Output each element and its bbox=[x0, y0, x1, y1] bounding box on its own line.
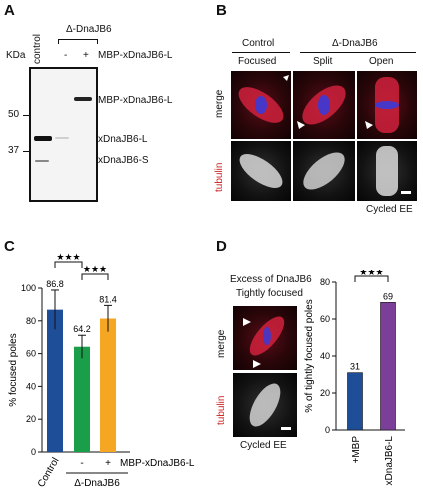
panel-d-letter: D bbox=[216, 238, 227, 255]
header-dnajb6: Δ-DnaJB6 bbox=[332, 38, 378, 49]
panel-a-letter: A bbox=[4, 2, 15, 19]
bar-0 bbox=[47, 309, 63, 452]
chart-tightly-focused: 0 20 40 60 80 % of tightly focused poles 31 +MB… bbox=[304, 270, 405, 486]
header-control: Control bbox=[242, 38, 275, 49]
significance-bracket-1 bbox=[54, 261, 83, 268]
col-label-split: Split bbox=[313, 56, 333, 67]
pole-arrowhead-icon bbox=[297, 121, 305, 129]
micrograph-tubulin-open bbox=[356, 140, 418, 202]
row-label-merge: merge bbox=[214, 89, 225, 118]
mbp-row-label: MBP-xDnaJB6-L bbox=[98, 50, 173, 61]
data-label-0: 31 bbox=[350, 362, 360, 372]
panel-d-footer: Cycled EE bbox=[240, 440, 287, 451]
micrograph-d-tubulin bbox=[232, 372, 298, 438]
row-label-tubulin: tubulin bbox=[214, 162, 225, 192]
band-xdnajb6-s bbox=[35, 160, 49, 162]
band-label-xdnajb6-s: xDnaJB6-S bbox=[98, 155, 149, 166]
lane-label-plus: + bbox=[83, 50, 89, 61]
panel-d-title-2: Tightly focused bbox=[236, 288, 303, 299]
band-xdnajb6-l bbox=[34, 136, 52, 141]
bar-0 bbox=[347, 372, 363, 431]
spindle-tubulin-open bbox=[376, 146, 411, 196]
band-xdnajb6-l-faint bbox=[55, 137, 69, 139]
y-tick-label: 20 bbox=[26, 414, 36, 424]
lane-label-minus: - bbox=[64, 50, 68, 61]
band-label-mbp: MBP-xDnaJB6-L bbox=[98, 95, 173, 106]
kda-label: KDa bbox=[6, 50, 26, 61]
western-blot bbox=[29, 67, 98, 202]
y-tick-label: 80 bbox=[26, 316, 36, 326]
y-tick-label: 60 bbox=[26, 349, 36, 359]
micrograph-tubulin-focused bbox=[230, 140, 292, 202]
data-label-0: 86.8 bbox=[46, 279, 64, 289]
x-label-control: Control bbox=[36, 456, 62, 489]
x-label-plus: + bbox=[105, 458, 111, 469]
panel-c-letter: C bbox=[4, 238, 15, 255]
data-label-2: 81.4 bbox=[99, 294, 117, 304]
band-label-xdnajb6-l: xDnaJB6-L bbox=[98, 134, 148, 145]
lane-label-control: control bbox=[32, 33, 43, 64]
pole-arrowhead-icon bbox=[365, 121, 373, 129]
y-axis-title: % focused poles bbox=[8, 333, 19, 406]
y-tick-label: 20 bbox=[320, 388, 330, 398]
significance-bracket bbox=[354, 275, 389, 282]
spindle-merge-focused bbox=[238, 75, 289, 123]
micrograph-merge-split bbox=[292, 70, 356, 140]
y-tick-label: 0 bbox=[31, 447, 36, 457]
panel-b-letter: B bbox=[216, 2, 227, 19]
scale-bar bbox=[281, 427, 291, 430]
group-label-dnajb6: Δ-DnaJB6 bbox=[66, 24, 112, 35]
bar-1 bbox=[380, 302, 396, 431]
data-label-1: 69 bbox=[383, 291, 393, 301]
header-control-underline bbox=[232, 52, 290, 53]
x-label-minus: - bbox=[80, 458, 83, 469]
chart-focused-poles: 0 20 40 60 80 100 % focused poles 86.8 64.2 81.4 ★… bbox=[8, 252, 195, 489]
significance-stars: ★★★ bbox=[359, 270, 383, 277]
marker-50-tick bbox=[23, 115, 29, 116]
x-group-label: Δ-DnaJB6 bbox=[74, 478, 120, 489]
x-label-mbp: MBP-xDnaJB6-L bbox=[120, 458, 195, 469]
pole-arrowhead-icon bbox=[283, 75, 289, 81]
micrograph-merge-focused bbox=[230, 70, 292, 140]
significance-stars-1: ★★★ bbox=[56, 252, 80, 262]
marker-37-tick bbox=[23, 151, 29, 152]
panel-d-title-1: Excess of DnaJB6 bbox=[230, 274, 312, 285]
significance-stars-2: ★★★ bbox=[83, 264, 107, 274]
pole-arrowhead-icon bbox=[253, 360, 261, 368]
y-tick-label: 40 bbox=[320, 351, 330, 361]
x-label-0: +MBP bbox=[351, 436, 362, 464]
micrograph-tubulin-split bbox=[292, 140, 356, 202]
spindle-merge-split bbox=[297, 85, 346, 129]
marker-37: 37 bbox=[8, 145, 20, 156]
micrograph-merge-open bbox=[356, 70, 418, 140]
micrograph-d-merge bbox=[232, 305, 298, 371]
marker-50: 50 bbox=[8, 109, 20, 120]
spindle-d-tubulin bbox=[249, 383, 291, 430]
spindle-d-merge bbox=[243, 316, 285, 368]
bar-1 bbox=[74, 346, 90, 452]
d-row-label-tubulin: tubulin bbox=[216, 395, 227, 425]
significance-bracket-2 bbox=[81, 273, 109, 280]
y-axis-title: % of tightly focused poles bbox=[304, 299, 315, 412]
y-tick-label: 100 bbox=[21, 283, 36, 293]
bar-2 bbox=[100, 318, 116, 452]
y-tick-label: 40 bbox=[26, 381, 36, 391]
y-tick-label: 60 bbox=[320, 314, 330, 324]
spindle-merge-open bbox=[365, 77, 399, 133]
band-mbp-xdnajb6-l bbox=[74, 97, 92, 101]
data-label-1: 64.2 bbox=[73, 324, 91, 334]
header-dnajb6-underline bbox=[300, 52, 416, 53]
d-row-label-merge: merge bbox=[216, 329, 227, 358]
pole-arrowhead-icon bbox=[243, 318, 251, 326]
group-bracket bbox=[58, 39, 98, 44]
y-tick-label: 0 bbox=[325, 425, 330, 435]
col-label-focused: Focused bbox=[238, 56, 277, 67]
spindle-tubulin-split bbox=[303, 152, 345, 190]
scale-bar bbox=[401, 191, 411, 194]
col-label-open: Open bbox=[369, 56, 394, 67]
x-label-1: xDnaJB6-L bbox=[384, 436, 395, 486]
panel-b-footer: Cycled EE bbox=[366, 204, 413, 215]
y-tick-label: 80 bbox=[320, 277, 330, 287]
spindle-tubulin-focused bbox=[239, 154, 283, 188]
